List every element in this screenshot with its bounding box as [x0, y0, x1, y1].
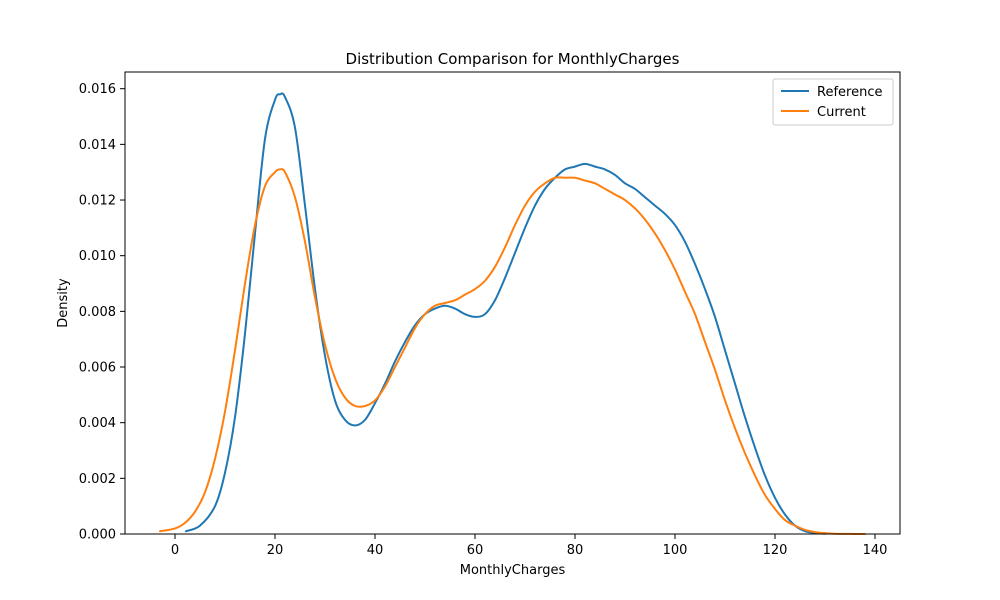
x-tick-label: 0	[171, 543, 179, 558]
y-tick-label: 0.004	[79, 416, 116, 431]
series-line-reference	[185, 92, 826, 535]
plot-area	[159, 92, 866, 535]
y-tick-label: 0.016	[79, 82, 116, 97]
x-tick-label: 80	[567, 543, 584, 558]
y-tick-label: 0.006	[79, 361, 116, 376]
x-axis-ticks: 0 20 40 60 80 100 120 140	[171, 534, 888, 558]
x-tick-label: 60	[467, 543, 484, 558]
chart-title: Distribution Comparison for MonthlyCharg…	[346, 50, 680, 68]
y-axis-label: Density	[56, 278, 71, 328]
legend: Reference Current	[772, 78, 894, 126]
y-tick-label: 0.010	[79, 249, 116, 264]
x-tick-label: 20	[267, 543, 284, 558]
y-tick-label: 0.014	[79, 138, 116, 153]
series-line-current	[159, 168, 866, 535]
axes-frame	[124, 71, 901, 535]
x-axis-label: MonthlyCharges	[460, 563, 566, 578]
y-tick-label: 0.008	[79, 305, 116, 320]
y-tick-label: 0.000	[79, 528, 116, 543]
y-tick-label: 0.002	[79, 472, 116, 487]
x-tick-label: 100	[663, 543, 688, 558]
x-tick-label: 120	[763, 543, 788, 558]
legend-label-current: Current	[817, 105, 866, 120]
x-tick-label: 40	[367, 543, 384, 558]
x-tick-label: 140	[863, 543, 888, 558]
y-tick-label: 0.012	[79, 194, 116, 209]
y-axis-ticks: 0.000 0.002 0.004 0.006 0.008 0.010 0.012 0.014…	[79, 82, 125, 543]
legend-label-reference: Reference	[817, 85, 882, 100]
